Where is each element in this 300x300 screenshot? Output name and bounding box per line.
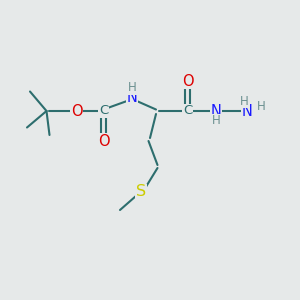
- Text: H: H: [128, 81, 136, 94]
- Text: O: O: [71, 103, 82, 118]
- Text: O: O: [98, 134, 109, 148]
- Text: O: O: [182, 74, 193, 88]
- Text: H: H: [212, 114, 220, 127]
- Text: C: C: [99, 104, 108, 118]
- Text: H: H: [256, 100, 266, 113]
- Text: C: C: [183, 104, 192, 118]
- Text: S: S: [136, 184, 146, 200]
- Text: N: N: [211, 103, 221, 118]
- Text: H: H: [240, 95, 249, 108]
- Text: N: N: [242, 103, 253, 118]
- Text: N: N: [127, 90, 137, 105]
